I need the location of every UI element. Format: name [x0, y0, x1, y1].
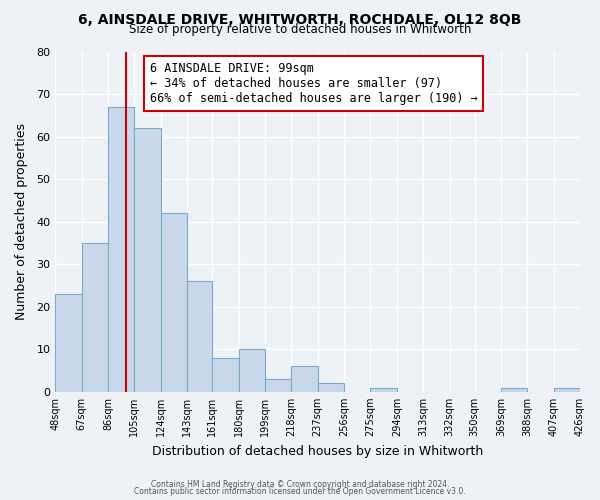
Bar — [554, 388, 580, 392]
Bar — [82, 243, 108, 392]
Bar — [580, 388, 600, 392]
Text: Size of property relative to detached houses in Whitworth: Size of property relative to detached ho… — [129, 22, 471, 36]
Bar — [501, 388, 527, 392]
Bar — [55, 294, 82, 392]
Text: 6 AINSDALE DRIVE: 99sqm
← 34% of detached houses are smaller (97)
66% of semi-de: 6 AINSDALE DRIVE: 99sqm ← 34% of detache… — [150, 62, 478, 104]
Bar — [134, 128, 161, 392]
Bar — [161, 213, 187, 392]
Text: 6, AINSDALE DRIVE, WHITWORTH, ROCHDALE, OL12 8QB: 6, AINSDALE DRIVE, WHITWORTH, ROCHDALE, … — [79, 12, 521, 26]
Text: Contains public sector information licensed under the Open Government Licence v3: Contains public sector information licen… — [134, 487, 466, 496]
Bar — [212, 358, 239, 392]
X-axis label: Distribution of detached houses by size in Whitworth: Distribution of detached houses by size … — [152, 444, 483, 458]
Bar — [239, 350, 265, 392]
Bar — [317, 384, 344, 392]
Y-axis label: Number of detached properties: Number of detached properties — [15, 123, 28, 320]
Bar — [265, 379, 291, 392]
Bar — [187, 281, 212, 392]
Bar — [370, 388, 397, 392]
Bar — [291, 366, 317, 392]
Bar — [108, 107, 134, 392]
Text: Contains HM Land Registry data © Crown copyright and database right 2024.: Contains HM Land Registry data © Crown c… — [151, 480, 449, 489]
